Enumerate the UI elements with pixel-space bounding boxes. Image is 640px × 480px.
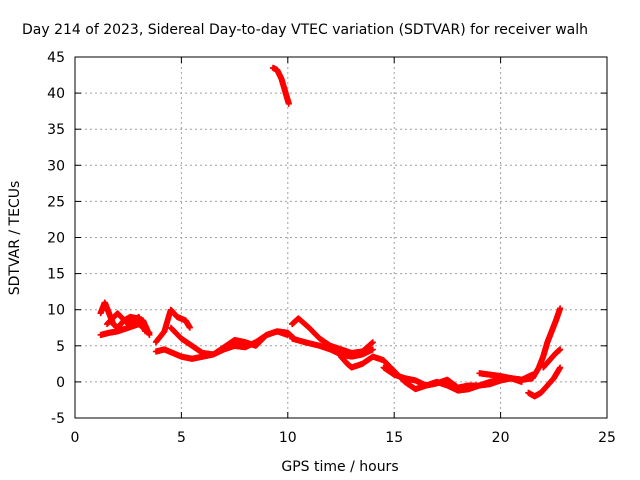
- y-tick-label: 5: [56, 339, 65, 355]
- y-tick-label: 25: [47, 194, 65, 210]
- series-track-15: [540, 346, 564, 371]
- grid-lines: [75, 57, 607, 418]
- series-track-7: [269, 64, 292, 107]
- y-tick-label: 35: [47, 122, 65, 138]
- chart-title: Day 214 of 2023, Sidereal Day-to-day VTE…: [22, 22, 588, 38]
- y-tick-label: 0: [56, 375, 65, 391]
- x-tick-label: 10: [279, 430, 297, 446]
- series-track-9: [289, 335, 376, 360]
- series-track-4: [152, 306, 193, 346]
- x-axis-label: GPS time / hours: [281, 459, 398, 475]
- x-tick-label: 15: [385, 430, 403, 446]
- x-tick-label: 25: [598, 430, 616, 446]
- x-tick-label: 5: [177, 430, 186, 446]
- y-tick-label: -5: [51, 411, 65, 427]
- data-point: [557, 364, 564, 371]
- series-track-13: [529, 305, 564, 382]
- x-tick-label: 20: [492, 430, 510, 446]
- data-point: [369, 346, 376, 353]
- data-point: [186, 324, 193, 331]
- x-tick-label: 0: [71, 430, 80, 446]
- y-tick-label: 10: [47, 303, 65, 319]
- data-point: [142, 328, 149, 335]
- data-point: [284, 331, 291, 338]
- data-point: [369, 339, 376, 346]
- y-tick-label: 20: [47, 231, 65, 247]
- data-point: [557, 305, 564, 312]
- data-point: [285, 100, 292, 107]
- axis-ticks: 0 5 10 15 20 25 -5 0 5 10 15 20 25 30 35 40 45: [47, 50, 616, 446]
- y-tick-label: 15: [47, 267, 65, 283]
- series-track-14: [525, 364, 564, 400]
- y-tick-label: 45: [47, 50, 65, 66]
- data-point: [146, 329, 153, 336]
- y-axis-label: SDTVAR / TECUs: [7, 181, 23, 296]
- y-tick-label: 30: [47, 158, 65, 174]
- data-point: [557, 346, 564, 353]
- series-track-6: [167, 324, 291, 358]
- data-points: [97, 64, 564, 400]
- series-track-3: [103, 310, 149, 335]
- y-tick-label: 40: [47, 86, 65, 102]
